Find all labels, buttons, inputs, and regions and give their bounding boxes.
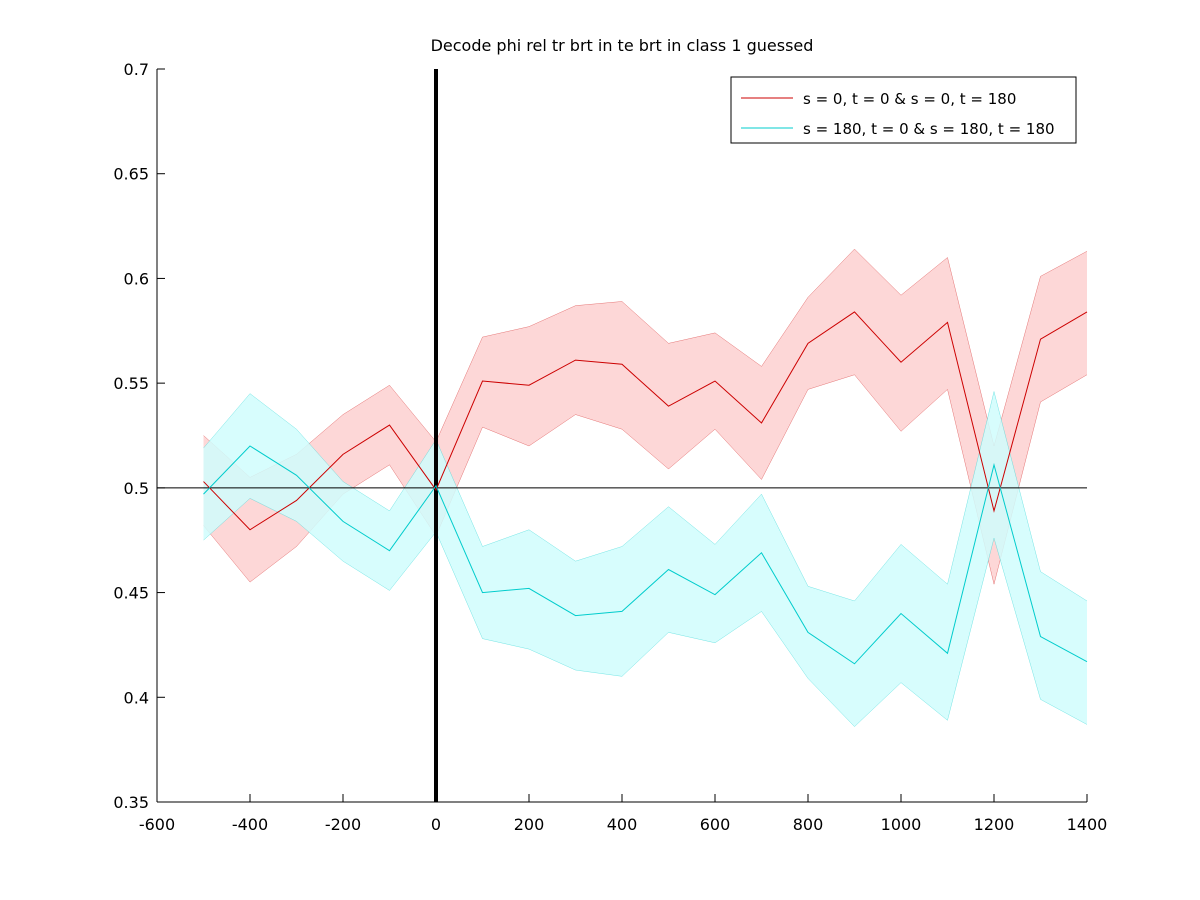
x-tick-label: 600 xyxy=(700,815,731,834)
legend-label-1: s = 0, t = 0 & s = 0, t = 180 xyxy=(803,90,1016,108)
series-2-lower-edge xyxy=(203,498,1088,727)
legend: s = 0, t = 0 & s = 0, t = 180 s = 180, t … xyxy=(730,76,1077,144)
series-lines xyxy=(203,311,1088,665)
x-tick-label: -400 xyxy=(232,815,268,834)
x-tick-label: 400 xyxy=(607,815,638,834)
x-tick-label: -600 xyxy=(139,815,175,834)
x-tick-label: 800 xyxy=(793,815,824,834)
y-tick-label: 0.4 xyxy=(124,688,149,707)
reference-lines xyxy=(157,69,1087,802)
y-tick-label: 0.6 xyxy=(124,269,149,288)
y-tick-label: 0.35 xyxy=(113,793,149,812)
x-tick-label: 1000 xyxy=(881,815,922,834)
y-tick-label: 0.65 xyxy=(113,165,149,184)
series-2-line xyxy=(203,445,1088,665)
y-tick-label: 0.5 xyxy=(124,479,149,498)
legend-box xyxy=(730,76,1077,144)
x-tick-label: 0 xyxy=(431,815,441,834)
y-tick-label: 0.45 xyxy=(113,584,149,603)
series-2-upper-edge xyxy=(203,391,1088,602)
series-1-line xyxy=(203,311,1088,531)
y-tick-label: 0.55 xyxy=(113,374,149,393)
legend-label-2: s = 180, t = 0 & s = 180, t = 180 xyxy=(803,120,1055,138)
y-tick-label: 0.7 xyxy=(124,60,149,79)
confidence-bands xyxy=(203,248,1088,727)
chart-title: Decode phi rel tr brt in te brt in class… xyxy=(431,36,814,55)
series-1-upper-edge xyxy=(203,248,1088,478)
x-tick-label: 1400 xyxy=(1067,815,1108,834)
series-2-band xyxy=(203,391,1087,727)
x-tick-label: 200 xyxy=(514,815,545,834)
x-tick-label: -200 xyxy=(325,815,361,834)
axes: -600 -400 -200 0 200 400 600 800 1000 1200 1400 0.3… xyxy=(113,60,1107,834)
x-tick-label: 1200 xyxy=(974,815,1015,834)
